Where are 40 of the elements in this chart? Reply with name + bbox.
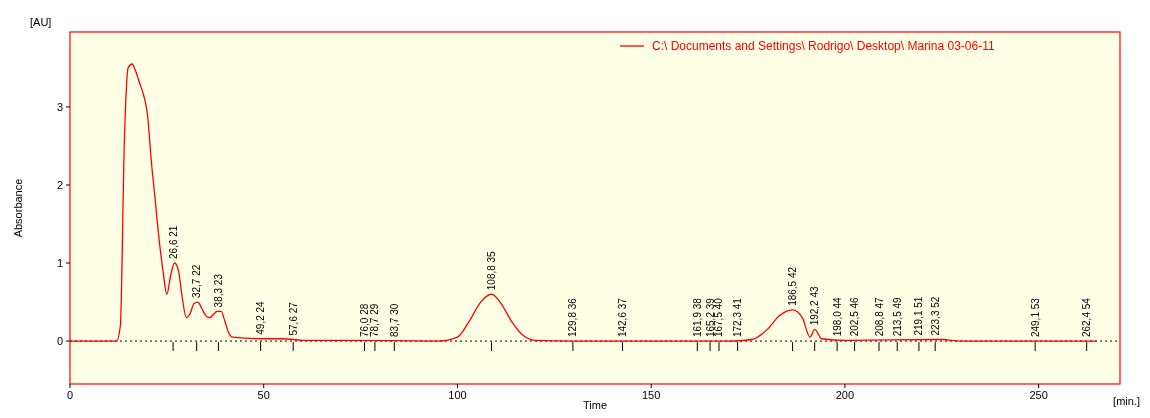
annotation: 83,7 30 xyxy=(388,303,400,338)
annotation: 167,5 40 xyxy=(713,297,725,338)
x-tick-label: 150 xyxy=(642,389,661,401)
x-tick-label: 0 xyxy=(66,389,74,401)
annotation: 76,0 28 xyxy=(358,303,370,338)
legend-label: C:\ Documents and Settings\ Rodrigo\ Desktop\ Marina 03-06-11 xyxy=(652,39,995,53)
annotation: 78,7 29 xyxy=(369,303,381,338)
annotation: 49,2 24 xyxy=(255,300,267,335)
annotation: 213,5 49 xyxy=(891,296,903,337)
text: [AU] xyxy=(30,16,52,28)
annotation: 219,1 51 xyxy=(913,296,925,336)
annotation: 129,8 36 xyxy=(567,297,579,338)
x-tick-label: 100 xyxy=(448,389,467,401)
annotation: 165,2 39 xyxy=(704,297,716,338)
x-tick-label: 50 xyxy=(257,389,270,401)
annotation: 57,6 27 xyxy=(287,301,299,336)
annotation: 208,8 47 xyxy=(873,296,885,337)
text: [min.] xyxy=(1113,395,1140,407)
annotation: 142,6 37 xyxy=(617,297,629,338)
annotation: 161,9 38 xyxy=(691,297,703,338)
x-axis-title: Time xyxy=(582,399,608,411)
annotation: 172,3 41 xyxy=(732,297,744,338)
annotation: 26,6 21 xyxy=(167,225,179,260)
annotation: 32,7 22 xyxy=(191,264,203,299)
annotation: 223,3 52 xyxy=(929,296,941,336)
annotation: 108,8 35 xyxy=(486,250,498,291)
x-tick-label: 250 xyxy=(1029,389,1048,401)
annotation: 192,2 43 xyxy=(809,286,821,326)
annotation: 249,1 53 xyxy=(1029,297,1041,338)
y-axis-title: Absorbance xyxy=(12,178,24,238)
y-tick-label: 2 xyxy=(56,178,63,191)
y-tick-label: 1 xyxy=(56,257,63,270)
annotation: 202,5 46 xyxy=(849,296,861,337)
y-tick-label: 0 xyxy=(56,335,63,348)
annotation: 38,3 23 xyxy=(212,273,224,308)
x-tick-label: 200 xyxy=(835,389,855,401)
annotation: 262,4 54 xyxy=(1081,297,1093,338)
y-tick-label: 3 xyxy=(56,100,63,113)
annotation: 186,5 42 xyxy=(787,266,799,306)
annotation: 198,0 44 xyxy=(831,296,843,337)
